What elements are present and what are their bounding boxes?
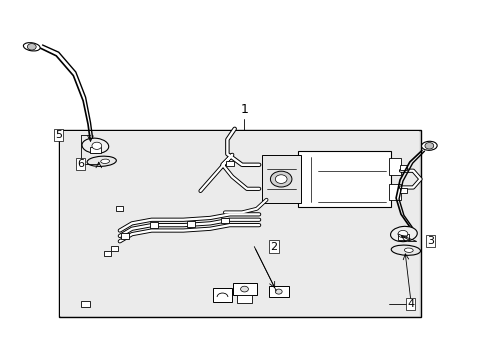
Bar bbox=[233, 283, 256, 295]
Bar bbox=[221, 217, 228, 223]
Circle shape bbox=[397, 230, 407, 238]
Circle shape bbox=[92, 142, 102, 149]
Bar bbox=[388, 158, 400, 175]
Text: 4: 4 bbox=[407, 299, 413, 309]
Text: 6: 6 bbox=[77, 159, 84, 169]
Text: 3: 3 bbox=[426, 236, 433, 246]
Bar bbox=[116, 206, 123, 211]
Circle shape bbox=[275, 289, 282, 294]
Bar bbox=[212, 288, 232, 302]
Text: 1: 1 bbox=[240, 103, 248, 116]
Ellipse shape bbox=[390, 226, 416, 242]
Bar bbox=[261, 155, 300, 203]
Circle shape bbox=[275, 175, 286, 184]
Ellipse shape bbox=[421, 141, 436, 150]
Bar bbox=[104, 251, 111, 256]
Bar bbox=[111, 246, 118, 251]
Circle shape bbox=[270, 171, 291, 187]
Bar bbox=[121, 233, 128, 239]
Bar bbox=[186, 221, 194, 227]
Bar bbox=[59, 130, 420, 317]
Circle shape bbox=[424, 143, 433, 149]
Text: 2: 2 bbox=[270, 242, 277, 252]
Bar bbox=[237, 295, 251, 303]
Bar bbox=[388, 184, 400, 200]
Circle shape bbox=[27, 44, 36, 50]
Bar bbox=[150, 222, 158, 228]
Bar bbox=[60, 131, 418, 316]
Text: 5: 5 bbox=[55, 130, 62, 140]
Ellipse shape bbox=[101, 159, 109, 163]
Bar bbox=[298, 151, 390, 207]
Ellipse shape bbox=[390, 245, 420, 255]
Bar bbox=[225, 161, 233, 166]
Bar bbox=[81, 301, 90, 307]
Circle shape bbox=[240, 286, 248, 292]
Bar bbox=[399, 188, 406, 193]
Ellipse shape bbox=[82, 138, 108, 153]
Bar bbox=[399, 166, 406, 171]
Ellipse shape bbox=[23, 42, 40, 51]
Ellipse shape bbox=[87, 156, 116, 166]
Ellipse shape bbox=[404, 248, 412, 252]
Bar bbox=[268, 286, 288, 297]
Bar bbox=[397, 234, 408, 240]
Bar bbox=[90, 147, 101, 153]
